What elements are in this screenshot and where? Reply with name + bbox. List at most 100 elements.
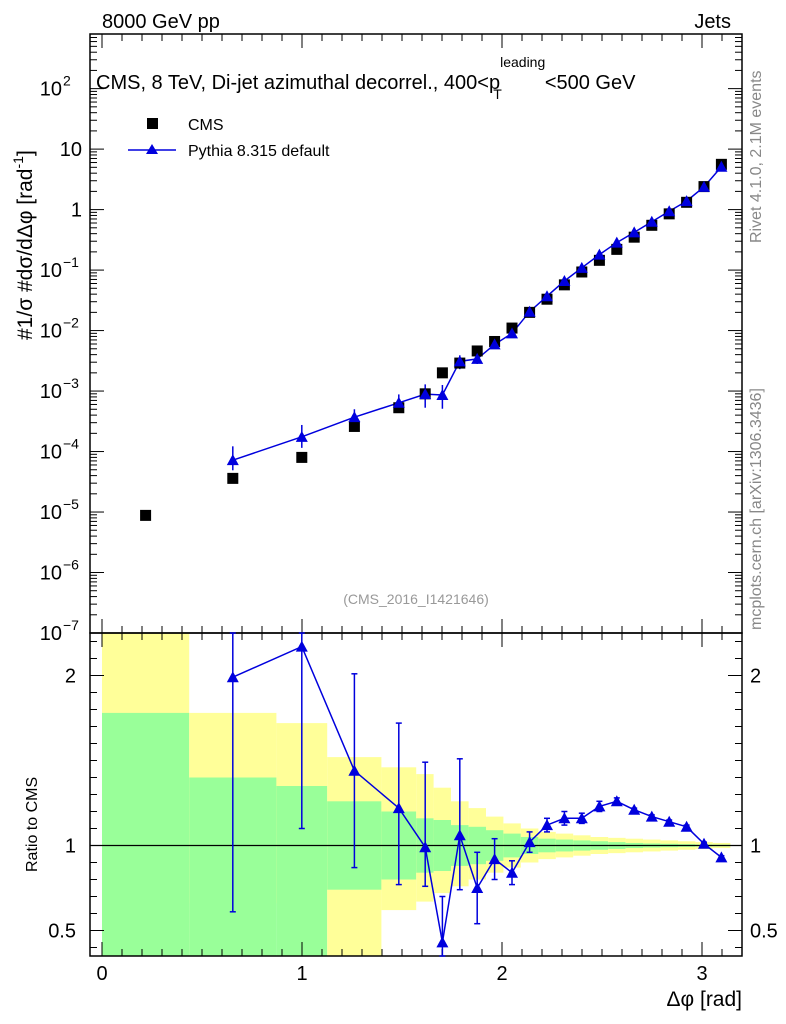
data-series <box>140 158 728 957</box>
main-y-tick-label: 10 <box>40 79 62 101</box>
main-y-tick-label: 10 <box>60 139 82 161</box>
analysis-watermark: (CMS_2016_I1421646) <box>343 591 489 607</box>
main-y-tick-label: 10 <box>40 381 62 403</box>
ratio-point <box>575 812 588 824</box>
ratio-point <box>663 815 676 827</box>
ratio-y-tick-label-right: 2 <box>750 666 761 688</box>
ratio-uncertainty-bands <box>90 633 742 956</box>
x-tick-label: 3 <box>696 963 707 985</box>
header-left: 8000 GeV pp <box>102 11 220 33</box>
ratio-point <box>226 671 239 683</box>
ratio-point <box>698 837 710 849</box>
pythia-point <box>610 236 623 248</box>
header-right: Jets <box>694 11 731 33</box>
mcplots-info: mcplots.cern.ch [arXiv:1306.3436] <box>748 388 765 630</box>
ratio-point <box>541 819 553 831</box>
main-y-tick-exponent: −5 <box>63 496 79 512</box>
ratio-point <box>558 812 571 824</box>
main-y-tick-label: 10 <box>40 321 62 343</box>
ratio-y-tick-label: 1 <box>65 836 76 858</box>
legend-label-cms: CMS <box>188 117 224 134</box>
ratio-point <box>488 853 501 865</box>
cms-data-point <box>140 509 152 521</box>
main-y-tick-label: 10 <box>40 502 62 524</box>
pythia-point <box>419 388 432 400</box>
ratio-y-tick-label-right: 0.5 <box>750 921 778 943</box>
ratio-y-tick-label: 2 <box>65 666 76 688</box>
pythia-point <box>523 305 536 317</box>
main-y-tick-exponent: −7 <box>63 617 79 633</box>
cms-data-point <box>296 451 308 463</box>
ratio-point <box>506 866 518 878</box>
pythia-point <box>663 205 676 217</box>
rivet-info: Rivet 4.1.0, 2.1M events <box>748 70 765 243</box>
main-y-tick-label: 10 <box>40 260 62 282</box>
cms-data-point <box>227 472 239 484</box>
ratio-point <box>348 764 361 776</box>
x-tick-label: 1 <box>296 963 307 985</box>
ratio-point <box>295 640 308 652</box>
x-tick-label: 2 <box>496 963 507 985</box>
pythia-point <box>715 160 728 172</box>
ratio-point <box>471 882 484 893</box>
legend-marker-cms <box>147 118 158 129</box>
main-y-tick-exponent: −3 <box>63 375 79 391</box>
x-axis-label: Δφ [rad] <box>667 988 743 1011</box>
ratio-y-tick-label: 0.5 <box>48 921 76 943</box>
ratio-point <box>645 810 658 822</box>
pythia-line <box>232 166 722 461</box>
ratio-y-axis-label: Ratio to CMS <box>24 777 41 872</box>
pythia-point <box>436 389 449 401</box>
pythia-point <box>506 327 518 339</box>
cms-data-point <box>471 345 483 357</box>
main-y-axis-label: #1/σ #dσ/dΔφ [rad-1] <box>10 150 37 340</box>
ratio-point <box>593 800 606 812</box>
main-y-tick-label: 10 <box>40 442 62 464</box>
ratio-point <box>523 836 536 848</box>
pythia-point <box>226 454 239 466</box>
x-tick-label: 0 <box>96 963 107 985</box>
ratio-point <box>453 829 466 841</box>
ratio-point <box>628 803 641 815</box>
main-y-tick-label: 10 <box>40 623 62 645</box>
chart-title: CMS, 8 TeV, Di-jet azimuthal decorrel., … <box>96 54 636 102</box>
pythia-point <box>680 195 693 207</box>
pythia-point <box>698 180 710 192</box>
ratio-y-tick-label-right: 1 <box>750 836 761 858</box>
main-y-tick-exponent: −1 <box>63 254 79 270</box>
legend-marker-pythia <box>146 144 158 154</box>
ratio-point <box>610 795 623 807</box>
cms-data-point <box>611 243 623 255</box>
pythia-point <box>295 430 308 442</box>
main-y-tick-label: 1 <box>71 200 82 222</box>
pythia-point <box>392 396 405 408</box>
main-y-tick-exponent: 2 <box>63 73 71 89</box>
pythia-point <box>575 261 588 273</box>
pythia-point <box>488 338 501 350</box>
main-y-tick-exponent: −6 <box>63 557 79 573</box>
main-y-tick-exponent: −2 <box>63 315 79 331</box>
pythia-point <box>471 352 484 364</box>
pythia-point <box>645 215 658 227</box>
cms-data-point <box>436 367 448 379</box>
cms-data-point <box>348 420 360 432</box>
pythia-point <box>453 355 466 367</box>
pythia-point <box>593 248 606 260</box>
pythia-point <box>628 226 641 238</box>
pythia-point <box>541 290 553 302</box>
ratio-point <box>392 802 405 814</box>
ratio-band-inner <box>102 712 190 956</box>
legend: CMS Pythia 8.315 default <box>128 117 330 160</box>
pythia-point <box>558 274 571 286</box>
ratio-point <box>436 936 449 948</box>
legend-label-pythia: Pythia 8.315 default <box>188 143 330 160</box>
ratio-point <box>680 820 693 832</box>
main-y-tick-label: 10 <box>40 563 62 585</box>
ratio-point <box>715 851 728 863</box>
pythia-point <box>348 411 361 423</box>
cms-data-point <box>593 254 605 266</box>
main-y-tick-exponent: −4 <box>63 436 79 452</box>
ratio-point <box>419 841 432 853</box>
